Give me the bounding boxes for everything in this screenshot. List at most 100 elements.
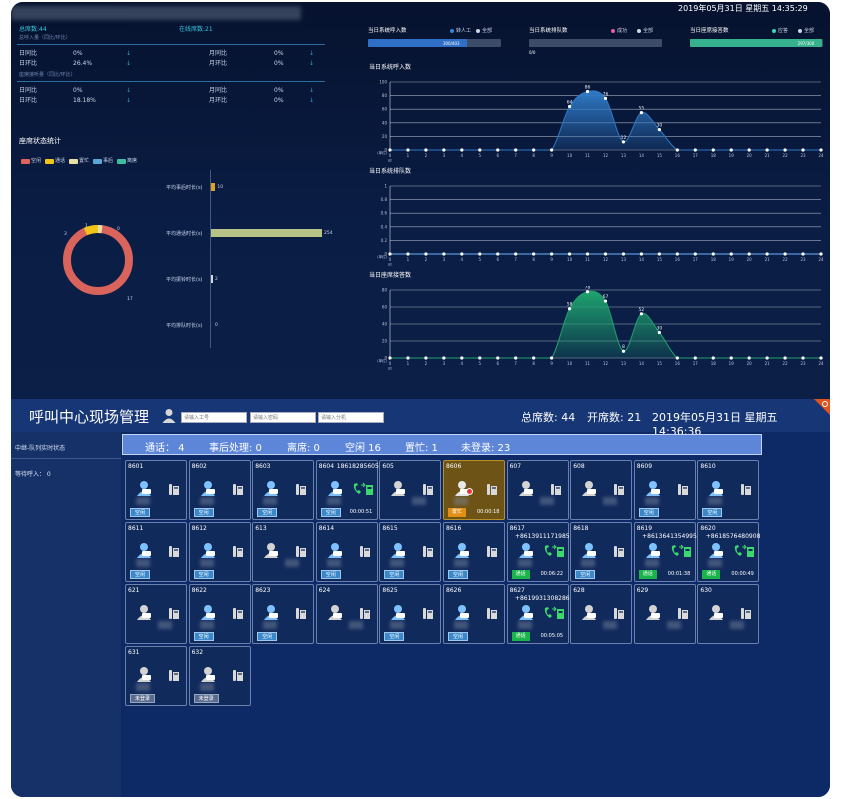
status-badge: 空闲 — [130, 508, 151, 517]
y-tick-label: 100 — [379, 80, 387, 85]
data-label: 78 — [585, 286, 591, 291]
agent-card[interactable]: 8602 空闲 — [188, 460, 251, 520]
agent-card[interactable]: 605 — [379, 460, 442, 520]
y-tick-label: 60 — [382, 305, 388, 310]
seat-status-donut: 1 0 3 17 — [63, 223, 133, 302]
agent-phone: +8613911171985 — [514, 533, 570, 540]
busy-dot-icon — [466, 488, 473, 495]
status-badge: 通话 — [511, 632, 530, 641]
status-badge: 空闲 — [130, 570, 151, 579]
data-point — [747, 252, 751, 256]
agent-card[interactable]: 8626 空闲 — [443, 584, 505, 644]
x-tick-label: 2 — [425, 257, 428, 262]
down-arrow-icon: ↓ — [309, 97, 315, 104]
password-input[interactable] — [250, 412, 316, 423]
blurred-agent-name — [603, 621, 618, 629]
in-call-phone-icon — [733, 543, 755, 557]
agent-card[interactable]: 621 — [125, 584, 187, 644]
extension-input[interactable] — [318, 412, 384, 423]
x-tick-label: 7 — [514, 361, 517, 366]
data-point — [819, 356, 823, 360]
agent-card[interactable]: 8603 空闲 — [252, 460, 315, 520]
open-seats: 开席数: 21 — [587, 411, 642, 424]
stat-label: 日环比 — [19, 97, 38, 104]
bar-axis — [210, 170, 211, 348]
x-unit-label: 时 — [388, 262, 392, 266]
data-label: 30 — [657, 123, 663, 129]
user-icon — [162, 409, 176, 423]
agent-card[interactable]: 8601 空闲 — [125, 460, 187, 520]
agent-card[interactable]: 8604 18618285605 空闲 00:00:51 — [315, 460, 379, 520]
x-tick-label: 8 — [532, 361, 535, 366]
settings-icon[interactable] — [814, 399, 830, 415]
agent-avatar-icon — [327, 542, 345, 558]
agent-card[interactable]: 631 未登录 — [125, 646, 187, 706]
agent-card[interactable]: 613 — [252, 522, 315, 582]
status-badge: 空闲 — [193, 632, 214, 641]
agent-card[interactable]: 8606 置忙 00:00:18 — [443, 460, 505, 520]
agent-number: 8610 — [700, 463, 716, 470]
down-arrow-icon: ↓ — [126, 60, 132, 67]
online-seats-label: 在线席数:21 — [179, 26, 213, 33]
agent-number: 8626 — [446, 587, 462, 594]
x-tick-label: 7 — [514, 257, 517, 262]
chart1-title: 当日系统呼入数 — [369, 64, 412, 71]
agent-card[interactable]: 8617 +8613911171985 通话 00:06:22 — [506, 522, 570, 582]
agent-card[interactable]: 629 — [633, 584, 696, 644]
agent-number: 8604 — [318, 463, 335, 470]
status-badge: 通话 — [702, 570, 721, 579]
data-point — [567, 252, 572, 256]
y-tick-label: 0.2 — [381, 238, 388, 243]
agent-card[interactable]: 628 — [570, 584, 633, 644]
agent-card[interactable]: 8623 空闲 — [252, 584, 315, 644]
blurred-agent-name — [517, 621, 532, 629]
bar — [211, 183, 216, 191]
blurred-agent-name — [285, 559, 300, 567]
kpi-title: 当日座席接答数 — [690, 28, 729, 34]
x-tick-label: 10 — [567, 257, 573, 262]
status-badge: 置忙 — [448, 508, 467, 517]
agent-number: 8612 — [191, 525, 207, 532]
agent-card[interactable]: 608 — [570, 460, 633, 520]
desk-phone-icon — [422, 481, 434, 495]
agent-card[interactable]: 8619 +8613641354995 通话 00:01:38 — [633, 522, 697, 582]
agent-card[interactable]: 607 — [506, 460, 569, 520]
kpi-title: 当日系统排队数 — [529, 28, 568, 34]
y-tick-label: 0.4 — [381, 224, 388, 229]
agent-card[interactable]: 624 — [315, 584, 378, 644]
agent-id-input[interactable] — [181, 412, 247, 423]
agent-card[interactable]: 8618 空闲 — [570, 522, 633, 582]
agent-card[interactable]: 8609 空闲 — [633, 460, 696, 520]
down-arrow-icon: ↓ — [309, 50, 315, 57]
agent-number: 8615 — [382, 525, 398, 532]
agent-number: 621 — [128, 587, 140, 594]
seat-status-title: 座席状态统计 — [19, 137, 61, 145]
x-tick-label: 6 — [496, 257, 499, 262]
y-tick-label: 0.6 — [381, 211, 388, 216]
status-timer: 00:00:18 — [477, 509, 500, 515]
data-label: 52 — [639, 307, 645, 313]
data-point — [442, 148, 446, 152]
status-badge: 空闲 — [448, 570, 469, 579]
agent-card[interactable]: 8614 空闲 — [315, 522, 378, 582]
agent-card[interactable]: 630 — [697, 584, 760, 644]
x-tick-label: 24 — [818, 257, 824, 262]
agent-card[interactable]: 8612 空闲 — [188, 522, 251, 582]
agent-card[interactable]: 8616 空闲 — [443, 522, 505, 582]
data-point — [729, 356, 733, 360]
agent-card[interactable]: 8625 空闲 — [379, 584, 442, 644]
agent-card[interactable]: 632 未登录 — [188, 646, 251, 706]
agent-card[interactable]: 8610 空闲 — [697, 460, 760, 520]
data-point — [711, 356, 715, 360]
agent-card[interactable]: 8622 空闲 — [188, 584, 251, 644]
agent-card[interactable]: 8615 空闲 — [379, 522, 442, 582]
y-unit-label: (单位) — [377, 150, 387, 155]
agent-card[interactable]: 8620 +8618576480908 通话 00:00:49 — [697, 522, 760, 582]
status-badge: 空闲 — [702, 508, 723, 517]
blurred-agent-name — [454, 559, 468, 567]
y-tick-label: 80 — [382, 288, 388, 293]
agent-avatar-icon — [709, 542, 726, 558]
donut-slice-call — [83, 224, 99, 236]
agent-card[interactable]: 8611 空闲 — [125, 522, 187, 582]
agent-card[interactable]: 8627 +8619931308286 通话 00:05:05 — [506, 584, 570, 644]
